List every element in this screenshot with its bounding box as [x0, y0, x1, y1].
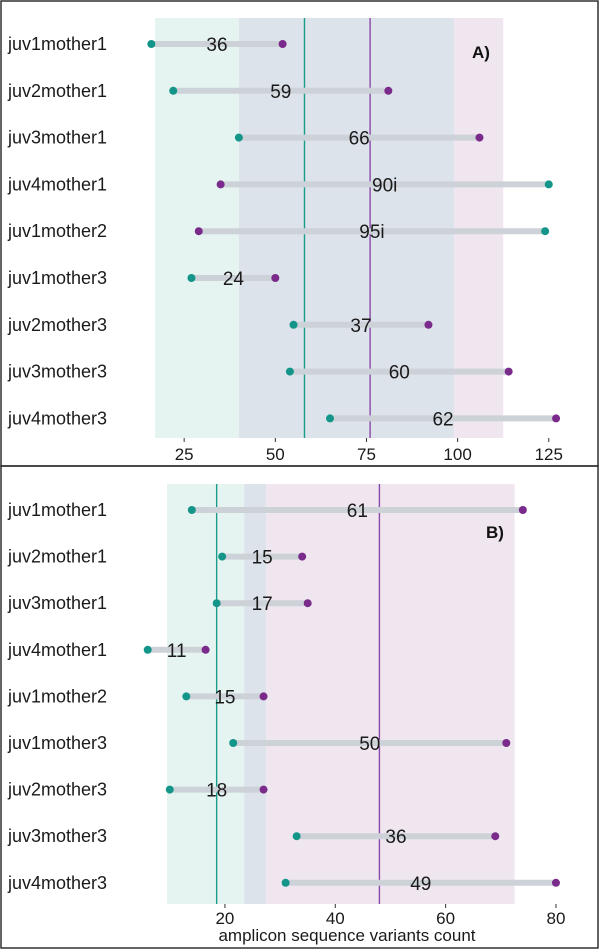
row-label: juv3mother1	[7, 593, 107, 613]
juvenile-point	[292, 832, 301, 841]
row-label: juv1mother1	[7, 500, 107, 520]
juvenile-point	[326, 414, 335, 423]
mother-point	[552, 414, 561, 423]
value-label: 49	[410, 874, 431, 895]
value-label: 37	[350, 316, 371, 337]
row-label: juv2mother3	[7, 315, 107, 335]
row-label: juv4mother1	[7, 640, 107, 660]
juvenile-point	[187, 506, 196, 514]
juvenile-point	[229, 739, 238, 747]
value-label: 61	[347, 501, 368, 522]
juvenile-point	[165, 785, 174, 794]
mother-point	[216, 180, 225, 189]
value-label: 60	[389, 363, 410, 384]
x-tick-label: 125	[535, 445, 563, 464]
x-tick-label: 80	[547, 909, 566, 928]
mother-point	[201, 645, 210, 654]
x-axis-title: amplicon sequence variants count	[218, 926, 475, 945]
juvenile-point	[147, 40, 156, 48]
mother-point	[475, 133, 484, 142]
juvenile-point	[234, 133, 243, 142]
value-label: 90i	[372, 175, 397, 196]
juvenile-point	[285, 367, 294, 376]
row-label: juv2mother1	[7, 81, 107, 101]
value-label: 11	[167, 641, 187, 662]
row-label: juv1mother2	[7, 686, 107, 706]
x-tick-label: 40	[326, 909, 345, 928]
value-label: 24	[223, 269, 245, 290]
value-label: 36	[385, 827, 406, 848]
mother-point	[424, 320, 433, 329]
juvenile-point	[289, 320, 298, 329]
x-tick-label: 20	[215, 909, 234, 928]
panel-label: A)	[472, 43, 490, 62]
panel-b-frame	[0, 465, 599, 949]
juvenile-point	[281, 878, 290, 887]
panel-a: 36 juv1mother1 59 juv2mother1 66 juv3mother1 9…	[7, 18, 563, 464]
panel-b: 61 juv1mother1 15 juv2mother1 17 juv3mother1 1…	[7, 484, 565, 945]
row-label: juv2mother1	[7, 547, 107, 567]
panel-label: B)	[486, 523, 504, 542]
value-label: 15	[252, 548, 273, 569]
value-label: 59	[270, 82, 291, 103]
row-label: juv1mother1	[7, 34, 107, 54]
row-label: juv3mother1	[7, 128, 107, 148]
mother-point	[271, 274, 280, 282]
mother-point	[259, 692, 268, 701]
mother-point	[303, 599, 312, 608]
value-label: 95i	[359, 222, 384, 243]
row-label: juv4mother1	[7, 174, 107, 194]
row-label: juv4mother3	[7, 873, 107, 893]
row-label: juv1mother3	[7, 268, 107, 288]
row-label: juv4mother3	[7, 408, 107, 428]
value-label: 50	[359, 734, 380, 755]
value-label: 17	[252, 594, 273, 615]
row-label: juv2mother3	[7, 780, 107, 800]
mother-point	[298, 552, 307, 561]
juvenile-point	[218, 552, 227, 561]
row-label: juv1mother2	[7, 221, 107, 241]
mother-point	[518, 506, 527, 514]
juvenile-point	[212, 599, 221, 608]
value-label: 36	[206, 35, 227, 56]
x-tick-label: 75	[357, 445, 376, 464]
mother-point	[502, 739, 511, 747]
mother-point	[551, 878, 560, 887]
value-label: 66	[349, 129, 370, 150]
juvenile-point	[187, 274, 196, 282]
value-label: 15	[214, 687, 235, 708]
x-tick-label: 60	[436, 909, 455, 928]
mother-point	[278, 40, 287, 48]
mother-point	[491, 832, 500, 841]
mother-point	[259, 785, 268, 794]
juvenile-point	[544, 180, 553, 189]
x-tick-label: 50	[266, 445, 285, 464]
background-band-3	[453, 18, 504, 438]
mother-point	[194, 227, 203, 236]
mother-point	[384, 86, 393, 95]
juvenile-point	[182, 692, 191, 701]
row-label: juv3mother3	[7, 826, 107, 846]
value-label: 62	[432, 409, 453, 430]
juvenile-point	[541, 227, 550, 236]
mother-point	[504, 367, 513, 376]
x-tick-label: 100	[443, 445, 471, 464]
juvenile-point	[169, 86, 178, 95]
value-label: 18	[206, 781, 227, 802]
row-label: juv1mother3	[7, 733, 107, 753]
x-tick-label: 25	[175, 445, 194, 464]
juvenile-point	[143, 645, 152, 654]
row-label: juv3mother3	[7, 362, 107, 382]
